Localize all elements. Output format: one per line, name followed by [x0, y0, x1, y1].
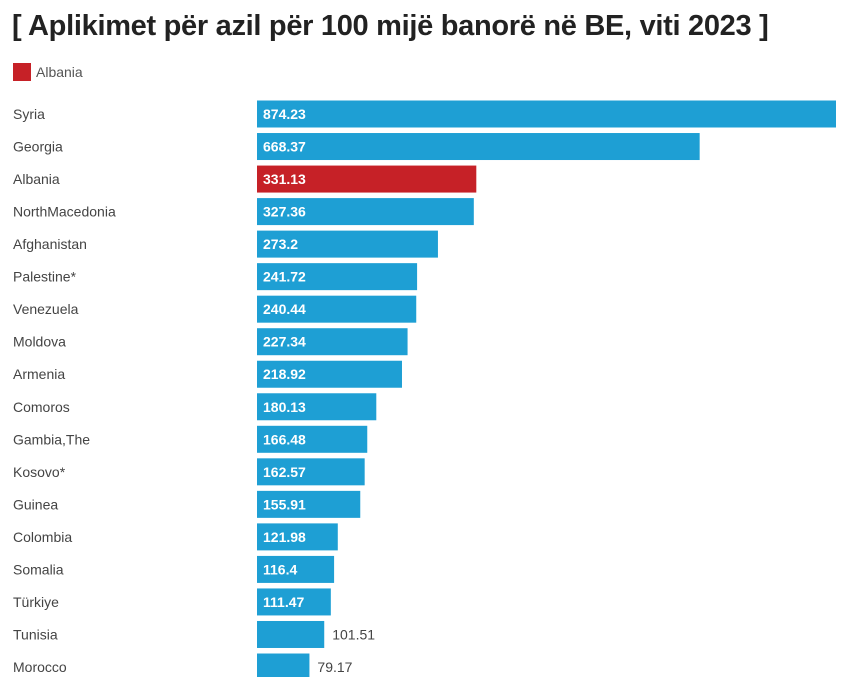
bar: [257, 393, 377, 421]
category-label: Tunisia: [13, 626, 58, 642]
bar-row: Somalia 116.4: [13, 555, 335, 583]
value-label: 155.91: [263, 496, 306, 512]
bar: [257, 425, 368, 453]
bar-row: Comoros 180.13: [13, 393, 377, 421]
value-label: 111.47: [263, 594, 304, 610]
category-label: Morocco: [13, 659, 67, 675]
bar: [257, 263, 418, 291]
bar: [257, 328, 408, 356]
bar-row: Georgia 668.37: [13, 133, 700, 161]
bar: [257, 620, 325, 648]
bar-row: Syria 874.23: [13, 100, 836, 128]
bar: [257, 458, 365, 486]
category-label: Türkiye: [13, 594, 59, 610]
value-label: 121.98: [263, 529, 306, 545]
value-label: 240.44: [263, 301, 306, 317]
value-label: 79.17: [317, 659, 352, 675]
value-label: 116.4: [263, 561, 297, 577]
bar-row: Tunisia 101.51: [13, 620, 375, 648]
bar-row: Morocco 79.17: [13, 653, 353, 677]
value-label: 227.34: [263, 334, 306, 350]
bar: [257, 490, 361, 518]
bar: [257, 360, 402, 388]
bar: [257, 588, 331, 616]
chart-title: [ Aplikimet për azil për 100 mijë banorë…: [12, 10, 769, 42]
bar-row: Guinea 155.91: [13, 490, 361, 518]
category-label: NorthMacedonia: [13, 204, 116, 220]
category-label: Kosovo*: [13, 464, 66, 480]
bar: [257, 165, 477, 193]
bar-row: Palestine* 241.72: [13, 263, 418, 291]
category-label: Venezuela: [13, 301, 79, 317]
bar-row: Gambia,The 166.48: [13, 425, 368, 453]
bar: [257, 198, 474, 226]
bar: [257, 133, 700, 161]
category-label: Comoros: [13, 399, 70, 415]
bar-row: Armenia 218.92: [13, 360, 402, 388]
category-label: Guinea: [13, 496, 58, 512]
bar: [257, 523, 338, 551]
category-label: Georgia: [13, 139, 63, 155]
bar-row: Afghanistan 273.2: [13, 230, 438, 258]
category-label: Colombia: [13, 529, 72, 545]
value-label: 180.13: [263, 399, 306, 415]
category-label: Somalia: [13, 561, 64, 577]
value-label: 241.72: [263, 269, 306, 285]
category-label: Afghanistan: [13, 236, 87, 252]
category-label: Moldova: [13, 334, 66, 350]
bar-row: Venezuela 240.44: [13, 295, 417, 323]
bar: [257, 295, 417, 323]
bar: [257, 555, 335, 583]
bar-row: Moldova 227.34: [13, 328, 408, 356]
category-label: Armenia: [13, 366, 65, 382]
value-label: 331.13: [263, 171, 306, 187]
bar-row: Albania 331.13: [13, 165, 477, 193]
category-label: Albania: [13, 171, 60, 187]
bar-row: Kosovo* 162.57: [13, 458, 365, 486]
category-label: Syria: [13, 106, 45, 122]
bar-row: NorthMacedonia 327.36: [13, 198, 474, 226]
value-label: 668.37: [263, 139, 306, 155]
legend-swatch-albania: [13, 63, 31, 81]
value-label: 874.23: [263, 106, 306, 122]
legend: Albania: [13, 63, 83, 81]
category-label: Palestine*: [13, 269, 77, 285]
bar-row: Colombia 121.98: [13, 523, 338, 551]
value-label: 327.36: [263, 204, 306, 220]
value-label: 273.2: [263, 236, 298, 252]
bar: [257, 653, 310, 677]
value-label: 101.51: [332, 626, 375, 642]
value-label: 162.57: [263, 464, 306, 480]
category-label: Gambia,The: [13, 431, 90, 447]
bar: [257, 230, 438, 258]
bar-row: Türkiye 111.47: [13, 588, 331, 616]
bar: [257, 100, 836, 128]
value-label: 166.48: [263, 431, 306, 447]
legend-label-albania: Albania: [36, 64, 83, 80]
value-label: 218.92: [263, 366, 306, 382]
